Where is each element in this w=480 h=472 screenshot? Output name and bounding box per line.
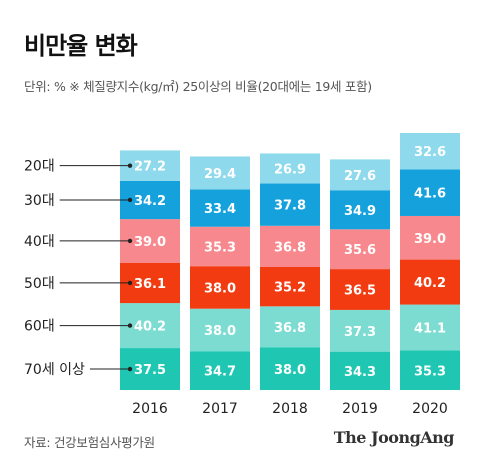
legend-leader-dot-s1 xyxy=(127,323,133,328)
data-label-2020-s4: 41.6 xyxy=(414,187,446,202)
legend-label-s5: 20대 xyxy=(24,159,55,175)
data-label-2018-s5: 26.9 xyxy=(274,163,306,178)
x-tick-label-2020: 2020 xyxy=(412,401,448,417)
data-label-2020-s0: 35.3 xyxy=(414,364,446,379)
data-label-2016-s0: 37.5 xyxy=(134,363,166,378)
legend-label-s3: 40대 xyxy=(24,234,55,250)
data-label-2017-s4: 33.4 xyxy=(204,202,236,217)
bar-segment-2019-s4 xyxy=(330,190,390,230)
data-label-2020-s5: 32.6 xyxy=(414,145,446,160)
bar-segment-2019-s0 xyxy=(330,351,390,390)
data-label-2020-s2: 40.2 xyxy=(414,276,446,291)
bar-segment-2017-s3 xyxy=(190,226,250,267)
bar-segment-2019-s3 xyxy=(330,229,390,270)
data-label-2019-s1: 37.3 xyxy=(344,325,376,340)
bar-segment-2020-s0 xyxy=(400,350,460,390)
bar-segment-2018-s3 xyxy=(260,225,320,267)
bar-segment-2020-s3 xyxy=(400,215,460,260)
legend-label-s0: 70세 이상 xyxy=(24,362,85,378)
data-label-2020-s3: 39.0 xyxy=(414,232,446,247)
legend-label-s4: 30대 xyxy=(24,193,55,209)
data-label-2019-s5: 27.6 xyxy=(344,169,376,184)
bar-segment-2020-s1 xyxy=(400,304,460,351)
data-label-2017-s1: 38.0 xyxy=(204,324,236,339)
data-label-2018-s0: 38.0 xyxy=(274,363,306,378)
bar-segment-2018-s4 xyxy=(260,183,320,226)
bar-segment-2018-s5 xyxy=(260,153,320,184)
legend-leader-dot-s4 xyxy=(127,197,133,203)
data-label-2019-s4: 34.9 xyxy=(344,204,376,219)
data-label-2018-s2: 35.2 xyxy=(274,281,306,296)
data-label-2020-s1: 41.1 xyxy=(414,322,446,337)
data-label-2017-s5: 29.4 xyxy=(204,167,236,182)
bar-segment-2018-s0 xyxy=(260,347,320,390)
data-label-2016-s5: 27.2 xyxy=(134,160,166,175)
bar-segment-2019-s5 xyxy=(330,159,390,191)
x-tick-label-2018: 2018 xyxy=(272,401,308,417)
bar-segment-2018-s1 xyxy=(260,306,320,348)
legend-leader-dot-s0 xyxy=(127,366,133,372)
legend-leader-dot-s5 xyxy=(127,163,133,168)
bar-segment-2017-s2 xyxy=(190,266,250,309)
chart-title: 비만율 변화 xyxy=(24,32,138,60)
bar-segment-2018-s2 xyxy=(260,266,320,307)
legend-leader-dot-s3 xyxy=(127,238,133,244)
data-label-2019-s0: 34.3 xyxy=(344,365,376,380)
bar-segment-2017-s5 xyxy=(190,156,250,190)
bar-segment-2019-s1 xyxy=(330,309,390,352)
bar-segment-2020-s5 xyxy=(400,132,460,170)
x-tick-label-2019: 2019 xyxy=(342,401,378,417)
data-label-2018-s1: 36.8 xyxy=(274,321,306,336)
data-label-2019-s3: 35.6 xyxy=(344,243,376,258)
bar-segment-2019-s2 xyxy=(330,269,390,310)
data-label-2019-s2: 36.5 xyxy=(344,284,376,299)
data-label-2016-s1: 40.2 xyxy=(134,320,166,335)
legend-label-s1: 60대 xyxy=(24,319,55,335)
bar-segment-2020-s4 xyxy=(400,169,460,216)
bar-segment-2017-s0 xyxy=(190,351,250,390)
bar-segment-2017-s4 xyxy=(190,189,250,227)
data-label-2016-s3: 39.0 xyxy=(134,235,166,250)
bar-segment-2017-s1 xyxy=(190,308,250,352)
data-label-2017-s0: 34.7 xyxy=(204,365,236,380)
data-label-2016-s4: 34.2 xyxy=(134,194,166,209)
x-tick-label-2017: 2017 xyxy=(202,401,238,417)
data-label-2016-s2: 36.1 xyxy=(134,277,166,292)
data-label-2017-s3: 35.3 xyxy=(204,240,236,255)
data-label-2018-s3: 36.8 xyxy=(274,240,306,255)
chart-subtitle: 단위: % ※ 체질량지수(kg/㎡) 25이상의 비율(20대에는 19세 포… xyxy=(24,79,372,94)
brand-logo: The JoongAng xyxy=(333,428,455,447)
x-tick-label-2016: 2016 xyxy=(132,401,168,417)
data-label-2017-s2: 38.0 xyxy=(204,281,236,296)
bar-segment-2020-s2 xyxy=(400,259,460,305)
source-note: 자료: 건강보험심사평가원 xyxy=(24,435,155,450)
data-label-2018-s4: 37.8 xyxy=(274,199,306,214)
legend-leader-dot-s2 xyxy=(127,280,133,286)
legend-label-s2: 50대 xyxy=(24,276,55,292)
